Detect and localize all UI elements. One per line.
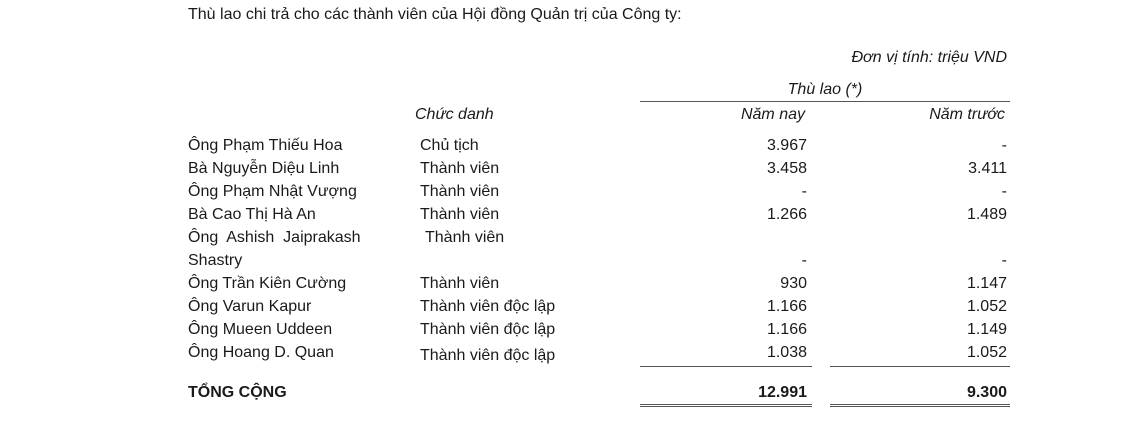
current-value: 3.967 — [766, 137, 807, 154]
intro-text: Thù lao chi trả cho các thành viên của H… — [188, 6, 682, 23]
current-value: - — [801, 183, 807, 200]
member-title: Thành viên độc lập — [420, 347, 556, 364]
member-title: Thành viên — [420, 160, 500, 177]
member-name: Ông Hoang D. Quan — [188, 344, 334, 361]
member-title: Thành viên — [425, 229, 505, 246]
unit-note: Đơn vị tính: triệu VND — [851, 49, 1008, 66]
total-double-rule-prior — [830, 404, 1010, 408]
prior-value: 1.147 — [966, 275, 1007, 292]
prior-value: 1.052 — [966, 298, 1007, 315]
table-row: Ông Varun Kapur Thành viên độc lập 1.166… — [0, 298, 1135, 316]
member-name: Ông Mueen Uddeen — [188, 321, 333, 338]
col-header-title: Chức danh — [415, 106, 494, 123]
col-header-current: Năm nay — [740, 106, 805, 123]
total-label: TỔNG CỘNG — [188, 384, 287, 401]
prior-value: - — [1001, 183, 1007, 200]
current-value: 1.166 — [766, 298, 807, 315]
member-name-continued: Shastry — [188, 252, 243, 269]
prior-value: - — [1001, 252, 1007, 269]
current-value: - — [801, 252, 807, 269]
subtotal-rule-prior — [830, 366, 1010, 367]
prior-value: - — [1001, 137, 1007, 154]
member-title: Thành viên — [420, 275, 500, 292]
table-row: Ông Ashish Jaiprakash Shastry Thành viên… — [0, 229, 1135, 270]
total-double-rule-current — [640, 404, 812, 408]
table-row: Ông Trần Kiên Cường Thành viên 930 1.147 — [0, 275, 1135, 293]
member-name: Bà Nguyễn Diệu Linh — [188, 160, 340, 177]
member-name: Ông Varun Kapur — [188, 298, 312, 315]
member-title: Thành viên độc lập — [420, 298, 556, 315]
table-row: Bà Nguyễn Diệu Linh Thành viên 3.458 3.4… — [0, 160, 1135, 178]
prior-value: 3.411 — [968, 160, 1007, 177]
header-rule — [640, 101, 1010, 102]
current-value: 3.458 — [766, 160, 807, 177]
member-name: Ông Phạm Thiếu Hoa — [188, 137, 343, 154]
member-name: Ông Ashish Jaiprakash — [188, 229, 361, 246]
subtotal-rule-current — [640, 366, 812, 367]
current-value: 1.266 — [766, 206, 807, 223]
current-value: 1.166 — [766, 321, 807, 338]
col-header-prior: Năm trước — [929, 106, 1005, 123]
member-name: Bà Cao Thị Hà An — [188, 206, 316, 223]
table-row: Ông Mueen Uddeen Thành viên độc lập 1.16… — [0, 321, 1135, 339]
current-value: 1.038 — [766, 344, 807, 361]
member-name: Ông Phạm Nhật Vượng — [188, 183, 357, 200]
member-title: Thành viên — [420, 206, 500, 223]
prior-value: 1.149 — [966, 321, 1007, 338]
member-title: Thành viên — [420, 183, 500, 200]
member-name: Ông Trần Kiên Cường — [188, 275, 347, 292]
total-prior: 9.300 — [966, 384, 1007, 401]
table-row: Ông Phạm Thiếu Hoa Chủ tịch 3.967 - — [0, 137, 1135, 155]
table-row: Bà Cao Thị Hà An Thành viên 1.266 1.489 — [0, 206, 1135, 224]
member-title: Thành viên độc lập — [420, 321, 556, 338]
prior-value: 1.489 — [966, 206, 1007, 223]
table-row: Ông Hoang D. Quan Thành viên độc lập 1.0… — [0, 344, 1135, 364]
table-row: Ông Phạm Nhật Vượng Thành viên - - — [0, 183, 1135, 201]
prior-value: 1.052 — [966, 344, 1007, 361]
group-header: Thù lao (*) — [787, 81, 863, 98]
member-title: Chủ tịch — [420, 137, 479, 154]
total-row: TỔNG CỘNG 12.991 9.300 — [0, 384, 1135, 402]
current-value: 930 — [780, 275, 807, 292]
total-current: 12.991 — [758, 384, 807, 401]
